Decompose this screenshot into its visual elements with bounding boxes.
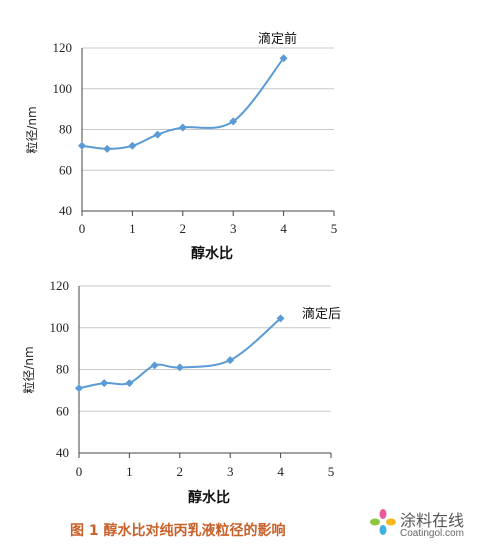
x-tick-label: 5 — [331, 221, 338, 236]
series-line — [81, 57, 285, 150]
data-point — [175, 363, 184, 372]
series-annotation: 滴定后 — [302, 306, 341, 322]
x-axis-title: 醇水比 — [188, 489, 230, 506]
data-point — [178, 123, 187, 132]
y-tick-label: 80 — [56, 362, 69, 377]
data-point — [125, 379, 134, 388]
data-point — [100, 379, 109, 388]
watermark: 涂料在线 Coatingol.com — [370, 505, 478, 545]
series-annotation: 滴定前 — [258, 31, 297, 47]
watermark-text-cn: 涂料在线 — [400, 511, 465, 530]
data-point — [226, 356, 235, 365]
x-tick-label: 2 — [177, 464, 184, 479]
y-tick-label: 120 — [53, 40, 73, 55]
data-point — [150, 361, 159, 370]
x-tick-label: 3 — [227, 464, 234, 479]
x-tick-label: 4 — [277, 464, 284, 479]
data-point — [128, 141, 137, 150]
y-axis-title: 粒径/nm — [24, 106, 39, 153]
x-tick-label: 4 — [280, 221, 287, 236]
x-tick-label: 5 — [328, 464, 335, 479]
data-point — [75, 384, 83, 393]
data-point — [276, 314, 285, 323]
y-tick-label: 120 — [50, 278, 70, 293]
data-point — [279, 54, 288, 63]
data-point — [78, 141, 86, 150]
y-tick-label: 100 — [50, 320, 70, 335]
watermark-text-en: Coatingol.com — [400, 528, 464, 539]
data-point — [153, 130, 162, 139]
y-tick-label: 60 — [56, 403, 69, 418]
y-tick-label: 100 — [53, 81, 73, 96]
data-point — [229, 117, 238, 126]
y-axis-title: 粒径/nm — [21, 346, 36, 393]
x-axis-title: 醇水比 — [191, 245, 233, 262]
y-tick-label: 80 — [59, 122, 72, 137]
data-point — [103, 144, 112, 153]
series-line — [78, 317, 282, 390]
x-tick-label: 0 — [79, 221, 86, 236]
chart-2: 40 60 80 100 120 0 1 2 3 4 5 醇水比 粒径/nm 滴定后 — [21, 278, 341, 506]
y-tick-label: 40 — [59, 203, 72, 218]
x-tick-label: 3 — [230, 221, 237, 236]
chart-1: 40 60 80 100 120 0 1 2 3 4 5 醇水比 粒径/nm 滴定前 — [24, 31, 337, 262]
x-tick-label: 2 — [180, 221, 187, 236]
y-tick-label: 60 — [59, 162, 72, 177]
x-tick-label: 0 — [76, 464, 83, 479]
figure-caption: 图 1 醇水比对纯丙乳液粒径的影响 — [70, 523, 286, 539]
y-tick-label: 40 — [56, 445, 69, 460]
x-tick-label: 1 — [129, 221, 136, 236]
watermark-logo-icon — [370, 509, 396, 535]
x-tick-label: 1 — [126, 464, 133, 479]
